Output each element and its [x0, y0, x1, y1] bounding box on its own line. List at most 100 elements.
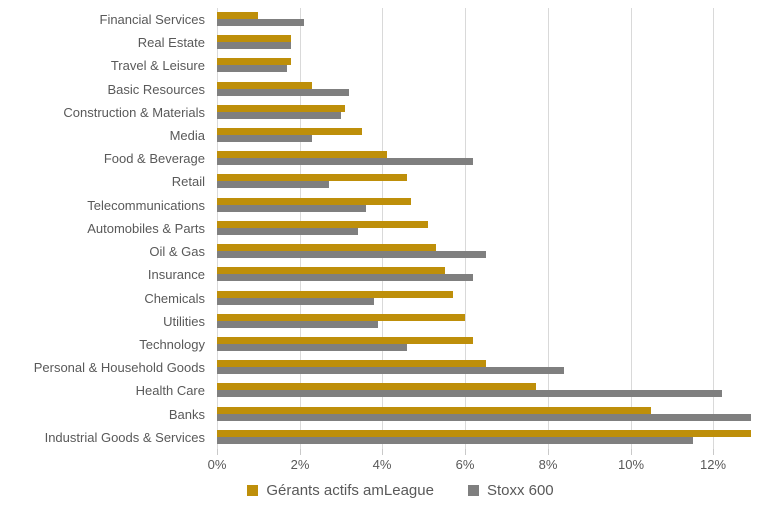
bar-row: [217, 426, 757, 449]
bar-amleague: [217, 360, 486, 368]
bar-row: [217, 217, 757, 240]
x-tick-label-6%: 6%: [455, 457, 475, 472]
category-label: Media: [169, 128, 205, 144]
category-label: Utilities: [163, 313, 205, 329]
x-tick-label-4%: 4%: [372, 457, 392, 472]
bar-amleague: [217, 383, 536, 391]
bar-stoxx600: [217, 227, 358, 235]
category-label: Technology: [139, 336, 205, 352]
bar-amleague: [217, 81, 313, 89]
legend-label-stoxx600: Stoxx 600: [486, 482, 554, 499]
tickmark-0%: [217, 449, 218, 455]
category-label: Automobiles & Parts: [87, 220, 205, 236]
bar-amleague: [217, 220, 428, 228]
bar-stoxx600: [217, 343, 408, 351]
category-label: Personal & Household Goods: [33, 360, 205, 376]
tickmark-10%: [631, 449, 632, 455]
bar-amleague: [217, 12, 259, 19]
bar-row: [217, 31, 757, 54]
category-label: Travel & Leisure: [110, 58, 205, 74]
bar-row: [217, 54, 757, 77]
bar-row: [217, 356, 757, 379]
legend-label-amleague: Gérants actifs amLeague: [266, 482, 434, 499]
bar-amleague: [217, 197, 412, 205]
bar-amleague: [217, 104, 346, 112]
category-label: Retail: [171, 174, 205, 190]
bar-amleague: [217, 313, 466, 321]
bar-stoxx600: [217, 135, 313, 143]
bar-row: [217, 287, 757, 310]
bar-stoxx600: [217, 413, 751, 421]
bar-row: [217, 194, 757, 217]
bar-amleague: [217, 336, 474, 344]
category-label: Oil & Gas: [149, 244, 205, 260]
bar-amleague: [217, 151, 387, 159]
x-tick-label-10%: 10%: [617, 457, 645, 472]
tickmark-6%: [465, 449, 466, 455]
bar-stoxx600: [217, 367, 565, 375]
bar-row: [217, 101, 757, 124]
category-label: Insurance: [147, 267, 205, 283]
legend-swatch-amleague: [247, 485, 259, 496]
bar-stoxx600: [217, 19, 304, 26]
x-tick-label-2%: 2%: [290, 457, 310, 472]
category-label: Financial Services: [99, 12, 206, 27]
bar-stoxx600: [217, 274, 474, 282]
bar-row: [217, 263, 757, 286]
bar-amleague: [217, 290, 453, 298]
category-label: Construction & Materials: [63, 104, 205, 120]
gridline-10%: [631, 8, 632, 449]
bar-stoxx600: [217, 297, 375, 305]
category-axis-labels: Financial Services Real Estate Travel & Le…: [0, 8, 211, 449]
bar-amleague: [217, 58, 292, 66]
plot-area: [217, 8, 757, 455]
tickmark-4%: [382, 449, 383, 455]
bar-row: [217, 78, 757, 101]
x-tick-label-0%: 0%: [207, 457, 227, 472]
gridline-6%: [465, 8, 466, 449]
bar-row: [217, 170, 757, 193]
bar-stoxx600: [217, 181, 329, 189]
category-label: Basic Resources: [107, 81, 205, 97]
bar-row: [217, 240, 757, 263]
gridline-4%: [382, 8, 383, 449]
bar-row: [217, 310, 757, 333]
bar-row: [217, 124, 757, 147]
bar-stoxx600: [217, 251, 486, 259]
legend: Gérants actifs amLeague Stoxx 600: [0, 482, 767, 499]
bar-stoxx600: [217, 390, 722, 398]
bar-amleague: [217, 406, 652, 414]
bar-amleague: [217, 244, 437, 252]
bar-row: [217, 147, 757, 170]
gridline-12%: [713, 8, 714, 449]
bar-stoxx600: [217, 88, 350, 96]
gridline-8%: [548, 8, 549, 449]
legend-item-amleague: Gérants actifs amLeague: [247, 482, 434, 499]
bar-amleague: [217, 174, 408, 182]
x-tick-label-8%: 8%: [538, 457, 558, 472]
tickmark-12%: [713, 449, 714, 455]
legend-item-stoxx600: Stoxx 600: [467, 482, 554, 499]
legend-swatch-stoxx600: [467, 485, 479, 496]
bar-row: [217, 8, 757, 31]
category-label: Banks: [168, 406, 205, 422]
bar-stoxx600: [217, 65, 288, 73]
bar-stoxx600: [217, 111, 342, 119]
bar-row: [217, 379, 757, 402]
bar-row: [217, 333, 757, 356]
category-label: Telecommunications: [87, 197, 205, 213]
bar-stoxx600: [217, 204, 366, 212]
bar-amleague: [217, 35, 292, 43]
bar-stoxx600: [217, 436, 693, 444]
category-label: Industrial Goods & Services: [44, 429, 205, 445]
category-label: Food & Beverage: [103, 151, 205, 167]
tickmark-2%: [300, 449, 301, 455]
bar-stoxx600: [217, 320, 379, 328]
bar-stoxx600: [217, 42, 292, 50]
value-axis-labels: 0% 2% 4% 6% 8% 10% 12%: [0, 457, 767, 475]
x-tick-label-12%: 12%: [699, 457, 727, 472]
category-label: Real Estate: [137, 35, 205, 51]
category-label: Chemicals: [144, 290, 205, 306]
bar-amleague: [217, 128, 362, 136]
